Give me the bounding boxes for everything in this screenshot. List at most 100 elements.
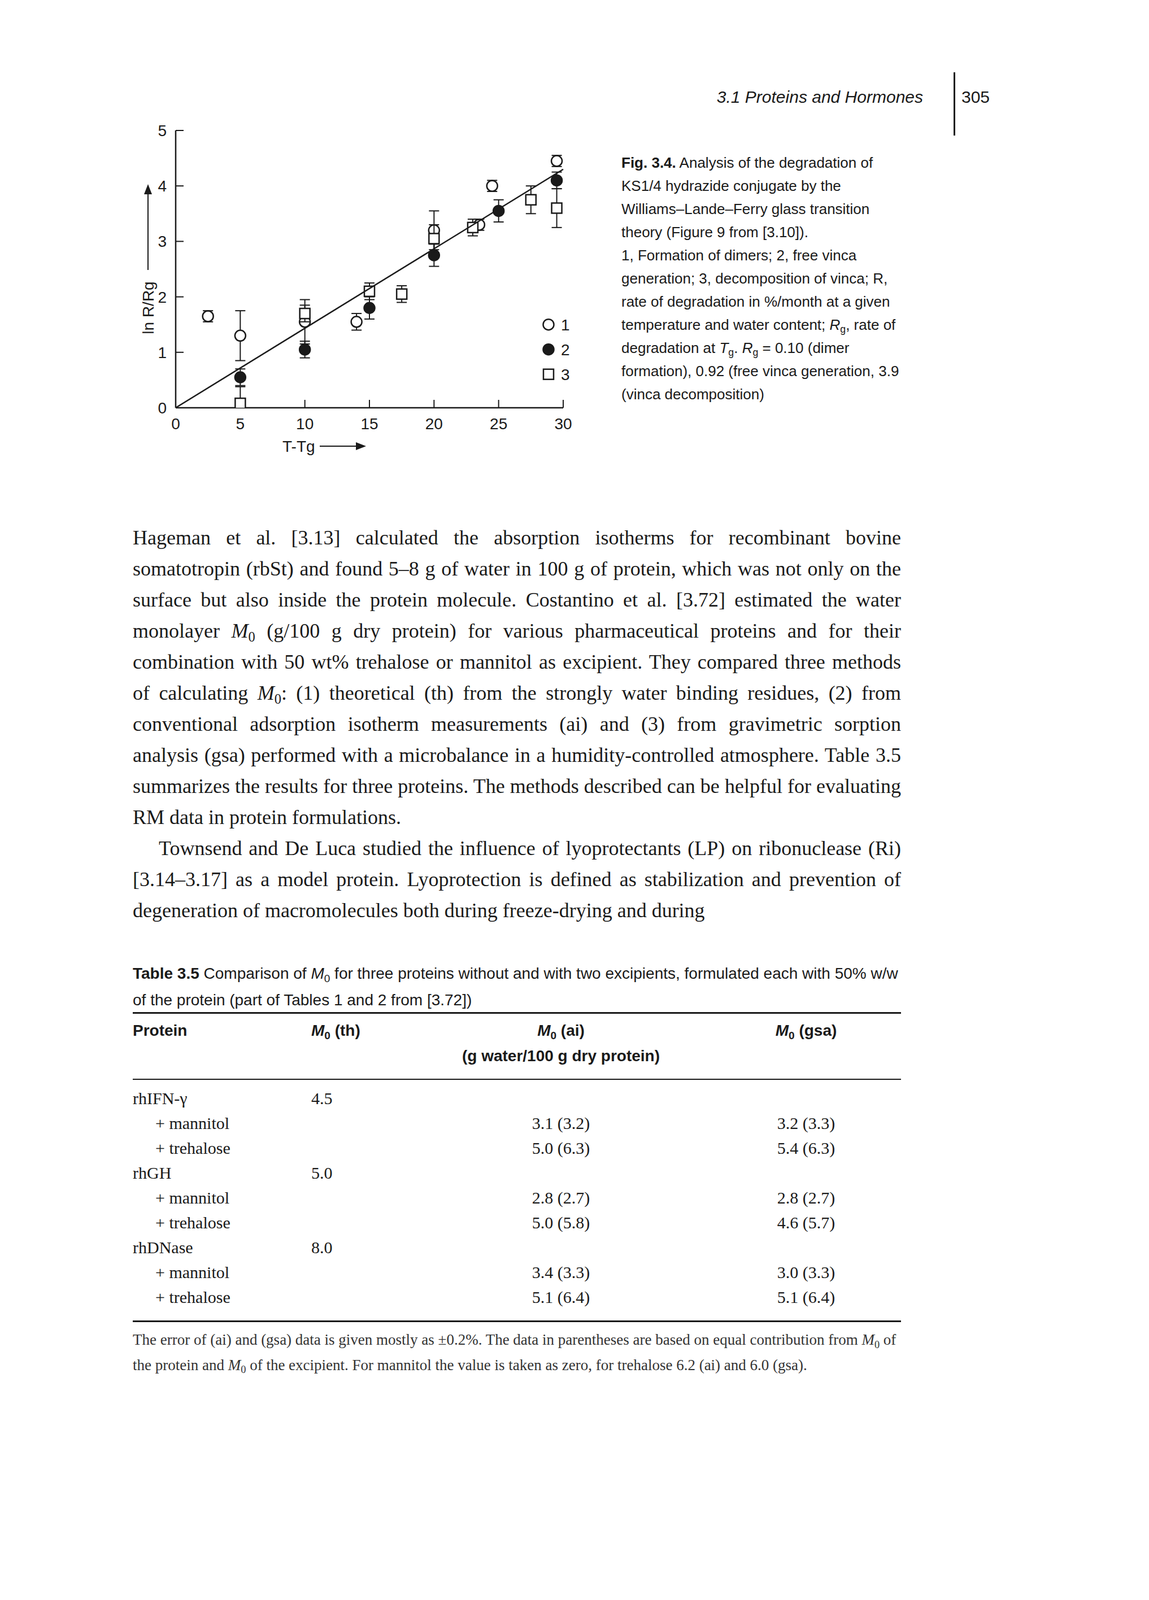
- table-cell: + trehalose: [155, 1139, 231, 1157]
- table-cell: 5.0: [311, 1164, 333, 1182]
- error-cap: [551, 188, 563, 190]
- table-cell: 4.6 (5.7): [777, 1214, 835, 1232]
- bold-run: Fig. 3.4.: [621, 154, 677, 172]
- table-header-rule: [132, 1078, 902, 1081]
- y-label-arrow: [147, 192, 149, 271]
- subscript: 0: [247, 629, 255, 645]
- error-cap: [428, 224, 439, 226]
- italic-run: M: [231, 619, 248, 643]
- x-tick-label: 25: [489, 415, 508, 433]
- data-point: [234, 371, 246, 383]
- table-cell: 3.4 (3.3): [532, 1264, 590, 1282]
- data-point: [351, 316, 363, 328]
- legend-symbol: [543, 344, 555, 355]
- legend-symbol: [543, 319, 555, 330]
- table-cell: rhGH: [132, 1164, 172, 1182]
- error-cap: [234, 360, 246, 362]
- italic-run: T: [719, 339, 729, 357]
- italic-run: M: [310, 964, 324, 983]
- caption-paragraph: 1, Formation of dimers; 2, free vinca ge…: [621, 244, 903, 407]
- subscript: 0: [874, 1339, 880, 1351]
- table-cell: 3.1 (3.2): [532, 1115, 590, 1133]
- error-cap: [299, 357, 311, 359]
- x-tick-label: 30: [554, 415, 572, 433]
- table-cell: rhDNase: [132, 1239, 194, 1257]
- fit-line: [175, 169, 564, 408]
- page-number: 305: [961, 88, 990, 106]
- text-run: Comparison of: [199, 964, 312, 983]
- table-cell: 2.8 (2.7): [532, 1189, 590, 1207]
- x-tick-label: 5: [236, 415, 246, 433]
- table-cell: + mannitol: [155, 1115, 230, 1133]
- column-unit: (g water/100 g dry protein): [462, 1048, 660, 1065]
- text-run: (ai): [556, 1021, 585, 1040]
- x-label-arrowhead: [355, 442, 367, 451]
- page: 3.1 Proteins and Hormones305051015202530…: [0, 0, 1149, 1600]
- error-cap: [551, 227, 563, 229]
- error-cap: [493, 221, 504, 223]
- data-point: [486, 180, 498, 192]
- error-cap: [493, 199, 504, 201]
- table-cell: 5.0 (6.3): [532, 1139, 590, 1157]
- legend: 1 2 3: [543, 316, 570, 384]
- error-bar: [551, 188, 563, 228]
- table-cell: 5.1 (6.4): [532, 1289, 590, 1307]
- column-header: M0 (gsa): [775, 1023, 838, 1039]
- table-cell: 4.5: [311, 1090, 333, 1108]
- y-tick-label: 2: [157, 288, 167, 307]
- error-cap: [396, 285, 407, 287]
- table-bottom-rule: [132, 1320, 902, 1323]
- italic-run: M: [257, 681, 275, 705]
- chart: 051015202530012345T-Tgln R/Rg123: [0, 0, 616, 486]
- error-cap: [525, 212, 537, 215]
- error-bar: [299, 299, 311, 345]
- column-header: M0 (th): [311, 1023, 361, 1039]
- italic-run: M: [228, 1356, 242, 1374]
- italic-run: M: [537, 1021, 551, 1040]
- y-label-arrowhead: [144, 184, 152, 195]
- error-cap: [351, 329, 362, 332]
- table-caption: Table 3.5 Comparison of M0 for three pro…: [132, 960, 902, 1014]
- table-cell: + trehalose: [155, 1214, 231, 1232]
- error-cap: [396, 301, 407, 303]
- data-point: [202, 310, 214, 322]
- error-cap: [551, 188, 563, 190]
- header-rule: [953, 72, 956, 136]
- table-cell: rhIFN-γ: [132, 1090, 188, 1108]
- error-cap: [364, 318, 375, 320]
- x-tick-label: 15: [360, 415, 378, 433]
- error-bar: [234, 310, 246, 361]
- subscript: 0: [240, 1364, 246, 1376]
- error-bar: [396, 285, 407, 303]
- paragraph: Townsend and De Luca studied the influen…: [132, 833, 902, 927]
- bold-run: Table 3.5: [132, 964, 200, 983]
- text-run: (th): [330, 1021, 361, 1040]
- x-tick: [304, 399, 306, 408]
- subscript: 0: [274, 691, 282, 707]
- subscript: 0: [550, 1029, 557, 1042]
- subscript: 0: [324, 1029, 331, 1042]
- caption-paragraph: Fig. 3.4. Analysis of the degradation of…: [621, 151, 903, 245]
- italic-run: M: [311, 1021, 325, 1040]
- error-bar: [234, 368, 246, 386]
- error-bar: [299, 341, 311, 358]
- text-run: Townsend and De Luca studied the influen…: [132, 837, 902, 922]
- italic-run: M: [861, 1331, 875, 1349]
- subscript: 0: [788, 1029, 795, 1042]
- legend-label: 2: [560, 341, 570, 359]
- error-cap: [428, 266, 439, 268]
- legend-label: 1: [560, 316, 570, 334]
- error-bar: [299, 305, 311, 322]
- table-cell: 3.0 (3.3): [777, 1264, 835, 1282]
- error-cap: [299, 340, 311, 342]
- table-cell: 5.1 (6.4): [777, 1289, 835, 1307]
- data-point: [428, 233, 439, 244]
- legend-label: 3: [560, 366, 570, 384]
- error-cap: [364, 282, 375, 284]
- y-tick: [175, 240, 184, 242]
- subscript: g: [728, 346, 734, 359]
- x-tick: [433, 399, 435, 408]
- x-axis-label: T-Tg: [282, 437, 316, 456]
- table-cell: 2.8 (2.7): [777, 1189, 835, 1207]
- error-bar: [351, 313, 362, 330]
